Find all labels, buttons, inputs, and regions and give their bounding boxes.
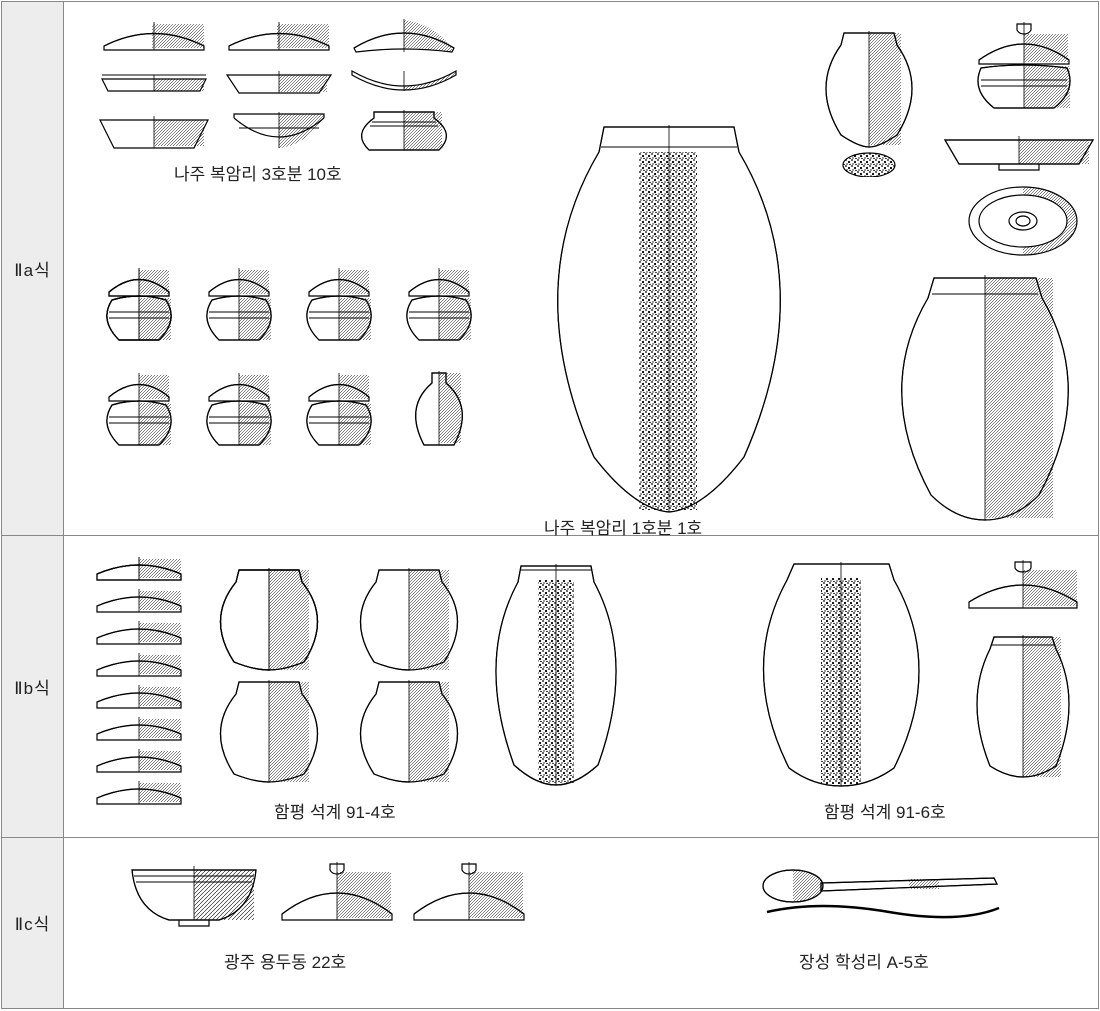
tall-jar-center <box>476 560 636 790</box>
small-jar-right <box>964 631 1082 781</box>
content-IIc: 광주 용두동 22호 장성 학성리 A-5호 <box>64 837 1099 1008</box>
large-jar-b2 <box>739 558 944 790</box>
dish-right <box>939 130 1099 175</box>
lids-bowls-grid <box>94 16 464 156</box>
caption-c2: 장성 학성리 A-5호 <box>799 948 929 973</box>
bowl-left <box>124 860 264 930</box>
caption-c1: 광주 용두동 22호 <box>224 948 346 973</box>
caption-b2: 함평 석계 91-6호 <box>824 798 946 823</box>
row-IIa: Ⅱa식 <box>2 2 1099 536</box>
spoon <box>759 864 1004 924</box>
large-jar-center <box>519 117 819 517</box>
lids-stack <box>89 554 189 809</box>
top-view-ring <box>966 184 1081 259</box>
lid-knob-2 <box>404 860 534 928</box>
row-label-IIa: Ⅱa식 <box>2 2 64 536</box>
row-label-text: Ⅱa식 <box>14 261 50 280</box>
caption-a1: 나주 복암리 3호분 10호 <box>174 160 342 185</box>
lidded-cups-grid <box>94 262 494 457</box>
row-label-IIb: Ⅱb식 <box>2 535 64 837</box>
typology-figure-table: Ⅱa식 <box>1 1 1099 1009</box>
small-jar-top <box>809 27 929 177</box>
large-jar-right <box>874 270 1096 525</box>
lid-knob-1 <box>272 860 402 928</box>
jar-grid <box>204 564 474 784</box>
caption-b1: 함평 석계 91-4호 <box>274 798 396 823</box>
content-IIa: 나주 복암리 3호분 10호 <box>64 2 1099 536</box>
lid-right <box>959 558 1087 613</box>
content-IIb: 함평 석계 91-4호 <box>64 535 1099 837</box>
row-label-text: Ⅱc식 <box>15 915 51 934</box>
lidded-bowl-top-right <box>959 20 1089 115</box>
row-IIb: Ⅱb식 <box>2 535 1099 837</box>
row-label-IIc: Ⅱc식 <box>2 837 64 1008</box>
row-label-text: Ⅱb식 <box>14 679 50 698</box>
row-IIc: Ⅱc식 <box>2 837 1099 1008</box>
